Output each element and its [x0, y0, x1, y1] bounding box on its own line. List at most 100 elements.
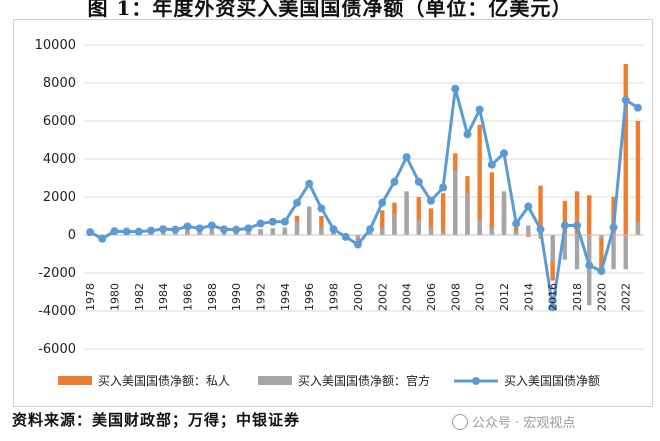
watermark-text: 公众号 · 宏观视点	[472, 416, 576, 431]
bar-official	[526, 225, 531, 235]
legend-label-official: 买入美国国债净额：官方	[298, 373, 430, 388]
bar-official	[282, 227, 288, 235]
line-point	[439, 183, 448, 192]
line-point	[524, 202, 533, 211]
figure-title: 图 1：年度外资买入美国国债净额（单位：亿美元）	[87, 0, 573, 20]
line-point	[86, 228, 95, 237]
legend-marker-total	[472, 377, 480, 385]
x-tick-label: 1988	[206, 283, 219, 311]
x-tick-label: 2004	[401, 283, 414, 311]
line-point	[256, 219, 265, 228]
bar-private	[562, 200, 568, 235]
line-point	[268, 217, 277, 226]
line-point	[414, 177, 423, 186]
legend-label-private: 买入美国国债净额：私人	[98, 374, 230, 388]
bar-official	[380, 227, 385, 235]
y-tick-label: 4000	[43, 152, 76, 167]
x-tick-label: 1982	[133, 283, 146, 311]
line-point	[159, 225, 168, 234]
line-series	[86, 84, 642, 312]
bar-official	[550, 235, 555, 262]
bar-official	[477, 219, 482, 235]
bar-official	[501, 191, 507, 235]
line-point	[317, 204, 326, 213]
source-note: 资料来源：美国财政部；万得；中银证券	[12, 411, 301, 429]
wechat-icon	[452, 413, 468, 430]
line-point	[305, 179, 314, 188]
bar-official	[623, 235, 628, 270]
bar-private	[319, 216, 324, 235]
line-point	[621, 96, 630, 105]
bar-official	[160, 233, 166, 235]
x-tick-label: 1978	[84, 283, 97, 311]
x-tick-label: 2020	[595, 283, 608, 311]
bar-private	[587, 195, 592, 235]
line-point	[220, 225, 228, 234]
line-point	[122, 227, 131, 236]
bar-official	[185, 231, 190, 235]
bar-official	[587, 235, 592, 306]
bar-private	[428, 208, 434, 235]
line-point	[573, 221, 582, 230]
x-tick-label: 2008	[449, 283, 462, 311]
bar-official	[197, 230, 202, 235]
line-point	[585, 261, 594, 270]
x-tick-label: 2002	[376, 283, 389, 311]
y-tick-label: -2000	[38, 266, 76, 281]
legend-swatch-private	[58, 376, 92, 385]
line-point	[244, 224, 253, 233]
line-point	[500, 149, 508, 158]
chart-svg: -6000 -4000 -2000 0 2000 4000 6000 8000 10000 19…	[35, 38, 644, 388]
line-point	[98, 234, 107, 243]
bar-official	[307, 206, 312, 235]
y-axis-ticks: -6000 -4000 -2000 0 2000 4000 6000 8000 10000	[35, 38, 76, 357]
y-tick-label: 8000	[43, 76, 76, 91]
y-tick-label: 10000	[35, 38, 76, 53]
line-point	[560, 221, 569, 230]
legend-label-total: 买入美国国债净额	[504, 374, 600, 388]
watermark: 公众号 · 宏观视点	[452, 412, 575, 431]
legend-swatch-official	[258, 376, 292, 385]
line-point	[633, 103, 642, 112]
line-point	[280, 217, 289, 226]
line-point	[353, 240, 362, 249]
bar-official	[453, 170, 458, 235]
bar-private	[574, 191, 580, 235]
line-point	[451, 84, 460, 93]
x-tick-label: 1984	[157, 283, 170, 311]
bar-private	[489, 172, 495, 235]
x-tick-label: 2006	[425, 283, 438, 311]
line-point	[110, 227, 119, 236]
net-purchase-line	[89, 87, 639, 309]
bar-official	[440, 231, 446, 235]
line-point	[536, 225, 545, 234]
line-point	[548, 303, 557, 312]
x-tick-label: 1996	[303, 283, 316, 311]
line-point	[329, 225, 338, 234]
line-point	[207, 221, 216, 230]
line-point	[134, 227, 143, 236]
bar-official	[599, 235, 604, 239]
bar-official	[209, 229, 215, 235]
bar-official	[392, 214, 397, 235]
bar-official	[294, 221, 300, 235]
x-tick-label: 1992	[255, 283, 268, 311]
line-point	[378, 198, 387, 207]
y-tick-label: 6000	[43, 114, 76, 129]
bar-official	[416, 219, 421, 235]
bar-official	[611, 235, 616, 270]
bar-official	[367, 233, 373, 235]
bar-official	[465, 193, 470, 235]
y-tick-label: -6000	[38, 342, 76, 357]
x-tick-label: 2012	[498, 283, 511, 311]
line-point	[463, 130, 472, 139]
legend: 买入美国国债净额：私人 买入美国国债净额：官方 买入美国国债净额	[58, 373, 600, 388]
line-point	[475, 105, 484, 114]
bar-official	[270, 228, 275, 235]
bar-private	[416, 197, 421, 235]
x-tick-label: 2000	[352, 283, 365, 311]
bar-private	[599, 235, 604, 272]
bar-private	[538, 185, 543, 235]
bar-official	[574, 235, 580, 270]
line-point	[487, 160, 496, 169]
